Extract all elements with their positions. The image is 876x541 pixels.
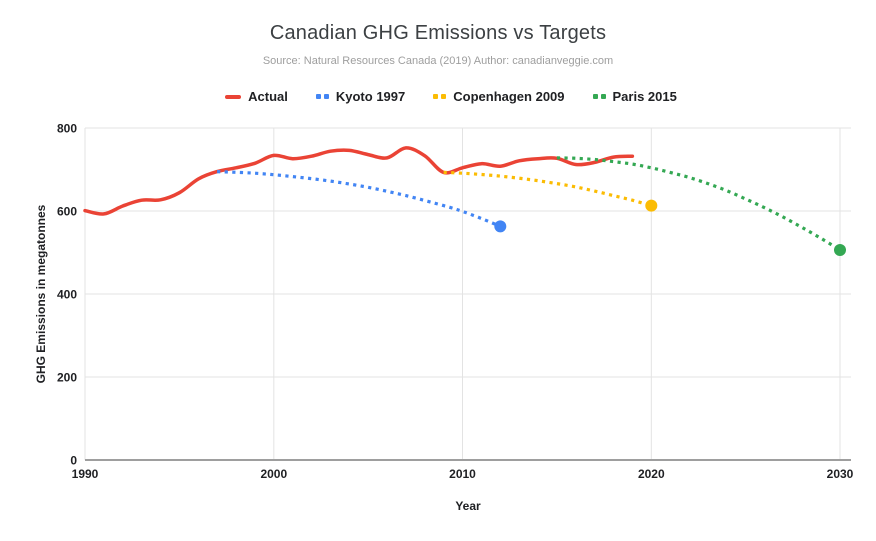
paris-2015-swatch-icon [592, 94, 606, 99]
tick-layer: 0 200 400 600 800 1990 2000 2010 2020 2030 [57, 122, 854, 482]
x-tick-label-2010: 2010 [449, 467, 476, 481]
y-tick-label-600: 600 [57, 205, 77, 219]
actual-swatch-icon [225, 94, 242, 99]
legend-item-kyoto-1997: Kyoto 1997 [315, 89, 406, 104]
legend-item-copenhagen-2009: Copenhagen 2009 [433, 89, 565, 104]
kyoto-1997-swatch-icon [315, 94, 329, 99]
series-actual-line [83, 146, 635, 216]
grid-layer [84, 127, 851, 461]
legend-item-actual: Actual [225, 89, 288, 104]
legend-label: Paris 2015 [612, 89, 677, 104]
chart-title: Canadian GHG Emissions vs Targets [269, 22, 607, 44]
legend-label: Kyoto 1997 [335, 89, 406, 104]
series-paris-2015-line [556, 156, 841, 252]
endpoint-marker-paris-2015 [834, 244, 846, 256]
series-layer [83, 146, 846, 256]
chart-legend: Actual Kyoto 1997 Copenhagen 2009 Paris 201… [0, 89, 876, 104]
x-tick-label-2000: 2000 [260, 467, 287, 481]
endpoint-marker-kyoto-1997 [494, 220, 507, 233]
legend-item-paris-2015: Paris 2015 [592, 89, 677, 104]
endpoint-marker-copenhagen-2009 [645, 199, 658, 212]
x-axis-title: Year [455, 499, 481, 513]
series-copenhagen-2009-line [443, 170, 652, 208]
y-tick-label-400: 400 [57, 288, 77, 302]
series-kyoto-1997-line [217, 170, 501, 228]
x-tick-label-2030: 2030 [827, 467, 854, 481]
y-tick-label-800: 800 [57, 122, 77, 136]
y-axis-title: GHG Emissions in megatonnes [34, 204, 48, 383]
copenhagen-2009-swatch-icon [433, 94, 447, 99]
y-tick-label-0: 0 [70, 454, 77, 468]
legend-label: Copenhagen 2009 [453, 89, 565, 104]
chart-subtitle: Source: Natural Resources Canada (2019) … [262, 55, 614, 67]
x-tick-label-1990: 1990 [72, 467, 99, 481]
legend-label: Actual [248, 89, 288, 104]
y-tick-label-200: 200 [57, 371, 77, 385]
x-tick-label-2020: 2020 [638, 467, 665, 481]
